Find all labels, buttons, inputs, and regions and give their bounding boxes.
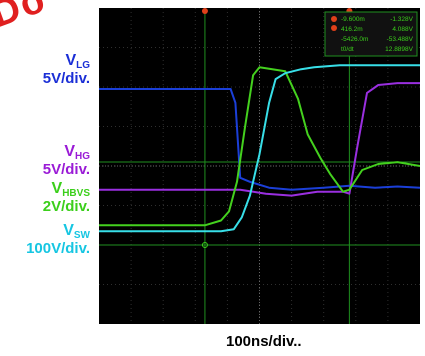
channel-sub: HBVS bbox=[62, 188, 90, 199]
channel-label-vsw: VSW 100V/div. bbox=[0, 222, 90, 257]
channel-name: V bbox=[65, 52, 77, 69]
traces bbox=[99, 64, 420, 233]
channel-scale: 5V/div. bbox=[42, 70, 90, 87]
channel-scale: 100V/div. bbox=[26, 240, 90, 257]
readout-value: -53.488V bbox=[387, 36, 414, 43]
channel-name: V bbox=[63, 222, 74, 239]
readout-value: 416.2m bbox=[341, 26, 363, 33]
oscilloscope-display: -9.600m -1.328V 416.2m 4.088V -5426.0m -53.48… bbox=[99, 8, 420, 324]
readout-value: 4.088V bbox=[392, 26, 413, 33]
watermark: Do bbox=[0, 0, 70, 30]
cursor-marker bbox=[201, 242, 208, 248]
readout-value: -5426.0m bbox=[341, 36, 368, 43]
readout-value: t0/dt bbox=[341, 46, 354, 53]
channel-label-vhbvs: VHBVS 2V/div. bbox=[0, 180, 90, 215]
x-axis-label: 100ns/div.. bbox=[226, 333, 302, 350]
channel-sub: LG bbox=[76, 60, 90, 71]
watermark-text: Do bbox=[0, 0, 53, 30]
channel-scale: 5V/div. bbox=[42, 161, 90, 178]
channel-sub: HG bbox=[75, 151, 90, 162]
readout-value: -9.600m bbox=[341, 16, 365, 23]
channel-label-vlg: VLG 5V/div. bbox=[0, 52, 90, 87]
readout-marker bbox=[331, 25, 337, 31]
channel-name: V bbox=[51, 180, 63, 197]
channel-name: V bbox=[64, 143, 75, 160]
readout-box bbox=[324, 11, 418, 57]
trace-v-sw bbox=[99, 64, 420, 233]
channel-scale: 2V/div. bbox=[42, 198, 90, 215]
readout-marker bbox=[331, 16, 337, 22]
readout-value: -1.328V bbox=[390, 16, 413, 23]
channel-label-vhg: VHG 5V/div. bbox=[0, 143, 90, 178]
readout-value: 12.8898V bbox=[385, 46, 413, 53]
cursor-readout: -9.600m -1.328V 416.2m 4.088V -5426.0m -53.48… bbox=[324, 11, 418, 57]
trace-v-lg bbox=[99, 88, 420, 191]
cursor-marker bbox=[201, 8, 208, 14]
cursors bbox=[99, 8, 420, 324]
trace-v-hbvs bbox=[99, 66, 420, 227]
channel-sub: SW bbox=[73, 230, 90, 241]
